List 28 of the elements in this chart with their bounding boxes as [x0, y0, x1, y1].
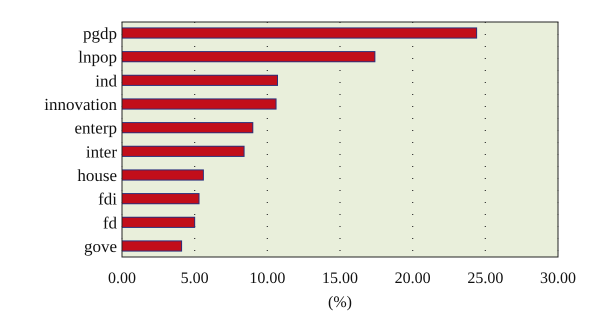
x-tick-label: 15.00 — [322, 270, 358, 287]
x-tick-label: 20.00 — [394, 270, 431, 287]
bar — [122, 74, 278, 86]
bar — [122, 240, 182, 252]
y-tick-label: innovation — [44, 94, 118, 114]
y-tick-label: fdi — [98, 190, 118, 209]
bar — [122, 27, 478, 39]
y-tick-label: lnpop — [78, 48, 117, 67]
bar — [122, 51, 376, 62]
x-tick-label: 25.00 — [467, 270, 504, 287]
x-tick-label: 10.00 — [249, 270, 286, 287]
y-tick-label: house — [77, 166, 117, 185]
bar — [122, 98, 277, 110]
x-tick-label: 5.00 — [180, 270, 209, 287]
x-tick-label: 30.00 — [540, 270, 576, 287]
bar — [122, 193, 200, 204]
y-tick-label: fd — [102, 213, 118, 232]
x-axis-title: (%) — [328, 294, 352, 311]
y-tick-label: ind — [95, 71, 118, 90]
bar — [122, 216, 196, 228]
x-tick-label: 0.00 — [108, 270, 136, 287]
y-tick-label: pgdp — [83, 24, 117, 43]
y-tick-label: enterp — [74, 118, 117, 138]
bar — [122, 146, 245, 157]
y-tick-label: inter — [86, 142, 118, 162]
bar — [122, 169, 204, 181]
y-tick-label: gove — [84, 236, 117, 256]
bar — [122, 122, 254, 134]
